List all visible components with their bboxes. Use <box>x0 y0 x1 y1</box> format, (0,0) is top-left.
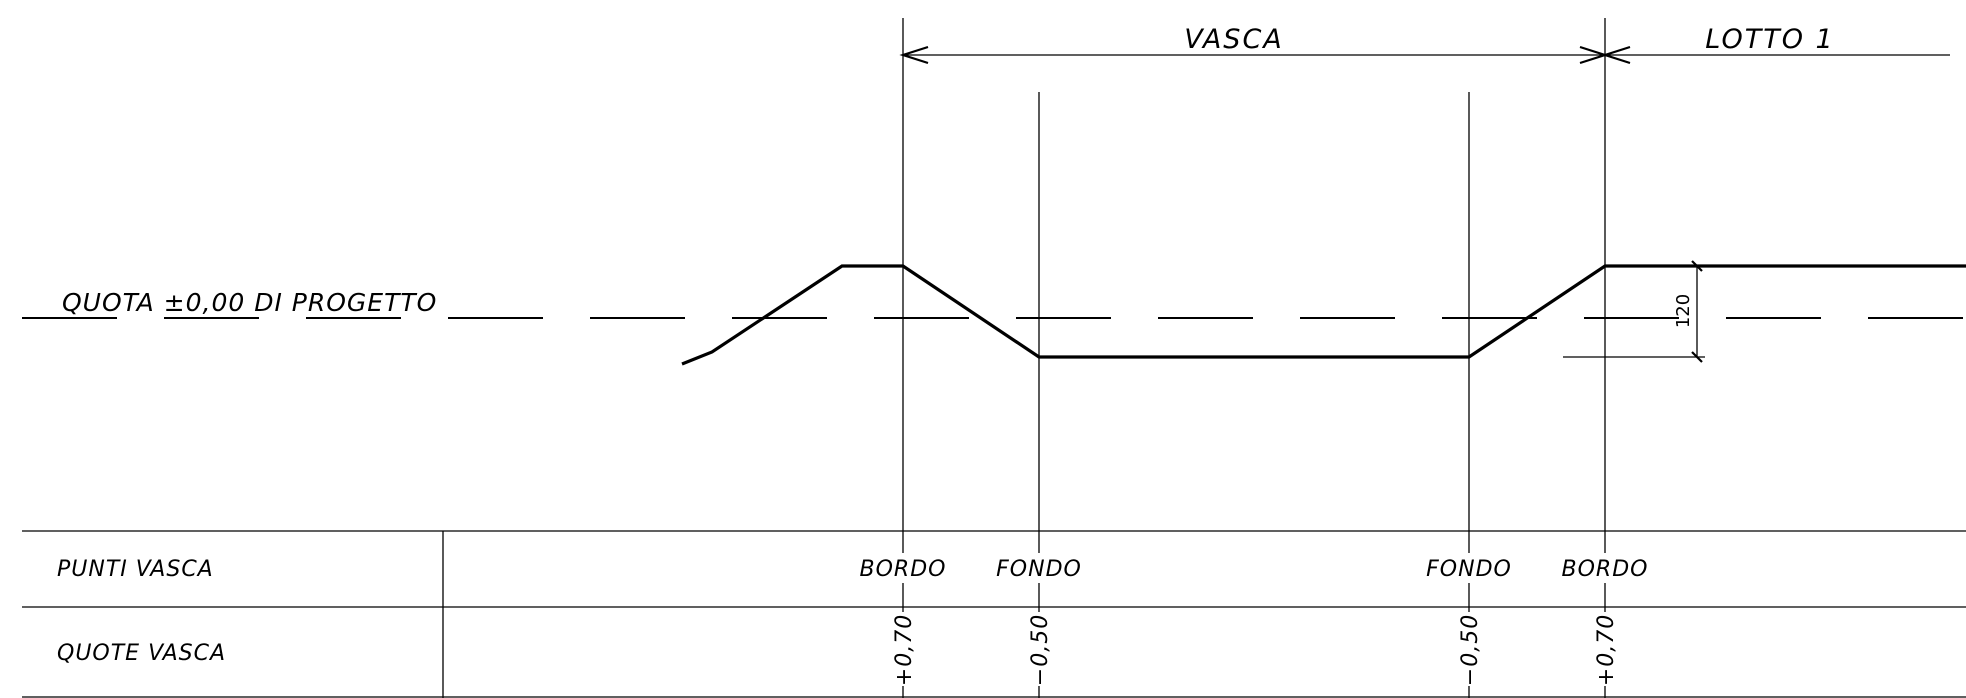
dim-120-text: 120 <box>1673 294 1694 328</box>
point-name-2: FONDO <box>996 557 1082 582</box>
point-name-3: FONDO <box>1426 557 1512 582</box>
vasca-label: VASCA <box>1184 24 1284 55</box>
dim-tick-top-icon <box>1691 260 1703 272</box>
value-bg <box>1026 612 1052 686</box>
value-bg <box>890 612 916 686</box>
arrow-left-icon <box>899 45 929 65</box>
dim-tick-bottom-icon <box>1691 351 1703 363</box>
quota-value-3: −0,50 <box>1458 614 1483 686</box>
label-bg <box>864 553 942 583</box>
value-bg <box>1592 612 1618 686</box>
quota-value-4: +0,70 <box>1594 614 1619 686</box>
quota-label: QUOTA ±0,00 DI PROGETTO <box>62 288 437 317</box>
arrow-lotto-icon <box>1601 45 1631 65</box>
label-bg <box>1566 553 1644 583</box>
point-name-1: BORDO <box>860 557 947 582</box>
lotto-label: LOTTO 1 <box>1705 24 1834 55</box>
label-bg <box>1000 553 1078 583</box>
row-header-quote: QUOTE VASCA <box>57 641 226 666</box>
quota-value-1: +0,70 <box>892 614 917 686</box>
quota-value-2: −0,50 <box>1028 614 1053 686</box>
value-bg <box>1456 612 1482 686</box>
label-bg <box>1430 553 1508 583</box>
row-header-punti: PUNTI VASCA <box>57 557 214 582</box>
point-name-4: BORDO <box>1562 557 1649 582</box>
basin-profile <box>681 264 1966 366</box>
